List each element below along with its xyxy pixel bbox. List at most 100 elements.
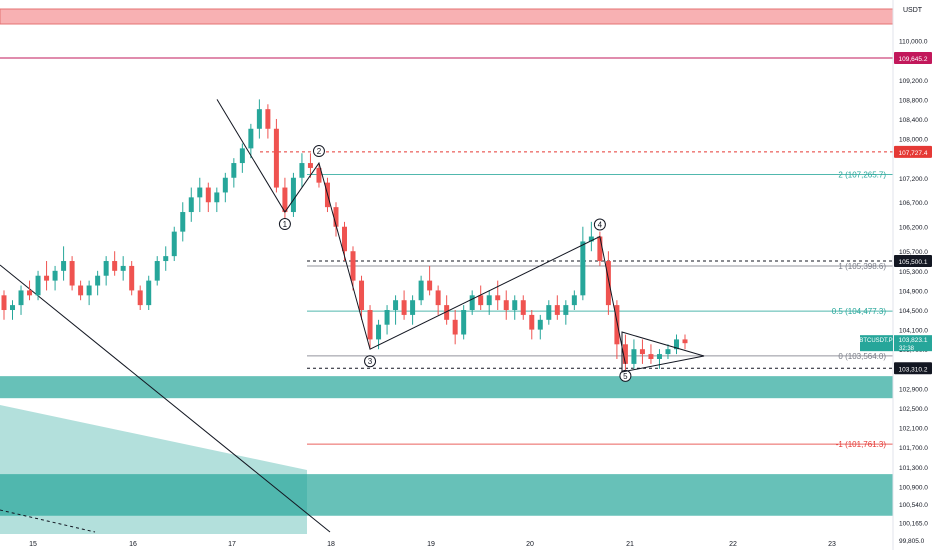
y-tick-label: 105,700.0	[899, 249, 928, 256]
candle-body[interactable]	[546, 305, 552, 320]
candle-body[interactable]	[384, 310, 390, 325]
candle-body[interactable]	[597, 236, 603, 262]
candle-body[interactable]	[452, 319, 458, 335]
candle-body[interactable]	[1, 295, 7, 311]
candle-body[interactable]	[639, 349, 645, 355]
candle-body[interactable]	[656, 354, 662, 359]
candle-body[interactable]	[273, 128, 279, 188]
candle-body[interactable]	[469, 295, 475, 311]
y-tick-label: 99,805.0	[899, 538, 925, 545]
candle-body[interactable]	[299, 163, 305, 178]
candle-body[interactable]	[307, 163, 313, 168]
candle-body[interactable]	[27, 290, 33, 296]
candle-body[interactable]	[44, 275, 50, 281]
candle-body[interactable]	[648, 354, 654, 359]
candle-body[interactable]	[376, 324, 382, 340]
y-tick-label: 102,900.0	[899, 386, 928, 393]
candle-body[interactable]	[427, 280, 433, 291]
candle-body[interactable]	[10, 305, 16, 311]
candle-body[interactable]	[529, 314, 535, 330]
candle-body[interactable]	[495, 295, 501, 301]
candle-body[interactable]	[197, 187, 203, 198]
y-tick-label: 102,500.0	[899, 406, 928, 413]
candle-body[interactable]	[350, 251, 356, 281]
last-price-label: 103,823.1	[899, 337, 928, 344]
candle-body[interactable]	[146, 280, 152, 306]
candle-body[interactable]	[282, 187, 288, 213]
candle-body[interactable]	[95, 275, 101, 286]
candle-body[interactable]	[222, 177, 228, 193]
candle-body[interactable]	[188, 197, 194, 213]
candle-body[interactable]	[401, 300, 407, 315]
candle-body[interactable]	[78, 285, 84, 296]
candle-body[interactable]	[614, 305, 620, 345]
candle-body[interactable]	[571, 295, 577, 306]
candle-body[interactable]	[580, 241, 586, 296]
fib-label-2: 0.5 (104,477.3)	[832, 307, 887, 316]
candle-body[interactable]	[205, 187, 211, 203]
candle-body[interactable]	[86, 285, 92, 296]
candle-body[interactable]	[631, 349, 637, 364]
candle-body[interactable]	[137, 290, 143, 306]
candle-body[interactable]	[512, 300, 518, 311]
candle-body[interactable]	[537, 319, 543, 330]
candle-body[interactable]	[103, 261, 109, 276]
candle-body[interactable]	[214, 192, 220, 203]
candle-body[interactable]	[393, 300, 399, 311]
candle-body[interactable]	[333, 207, 339, 227]
candle-body[interactable]	[673, 339, 679, 350]
candle-body[interactable]	[154, 261, 160, 281]
candle-body[interactable]	[410, 300, 416, 315]
candle-body[interactable]	[231, 163, 237, 178]
trend-area	[0, 405, 307, 534]
candle-body[interactable]	[342, 226, 347, 252]
candle-body[interactable]	[290, 177, 296, 213]
symbol-tag-bg	[860, 335, 893, 352]
candle-body[interactable]	[435, 290, 441, 306]
y-tick-label: 104,100.0	[899, 328, 928, 335]
y-tick-label: 108,000.0	[899, 137, 928, 144]
candle-body[interactable]	[18, 290, 24, 306]
candle-body[interactable]	[359, 280, 365, 311]
candle-body[interactable]	[444, 305, 450, 320]
candle-body[interactable]	[52, 270, 58, 281]
candle-body[interactable]	[248, 128, 254, 149]
candle-body[interactable]	[61, 261, 67, 271]
candle-body[interactable]	[367, 310, 373, 340]
candle-body[interactable]	[418, 280, 424, 301]
candle-body[interactable]	[503, 300, 509, 311]
candle-body[interactable]	[112, 261, 118, 271]
candle-body[interactable]	[563, 305, 569, 315]
price-axis-bg	[893, 0, 932, 550]
candle-body[interactable]	[171, 231, 177, 257]
candle-body[interactable]	[478, 295, 484, 306]
candle-body[interactable]	[665, 349, 671, 355]
candle-body[interactable]	[35, 275, 41, 296]
candle-body[interactable]	[316, 167, 322, 183]
candle-body[interactable]	[120, 265, 126, 271]
candle-body[interactable]	[520, 300, 526, 315]
candle-body[interactable]	[256, 109, 262, 129]
fib-label-3: 0 (103,564.0)	[838, 352, 886, 361]
candle-body[interactable]	[265, 109, 271, 129]
candle-body[interactable]	[588, 236, 594, 242]
wave-label-1: 1	[283, 220, 288, 229]
candle-body[interactable]	[163, 256, 169, 262]
fib-label-0: 2 (107,265.7)	[838, 171, 886, 180]
y-tick-label: 102,100.0	[899, 426, 928, 433]
price-tag-label: 107,727.4	[899, 150, 928, 157]
candle-body[interactable]	[682, 339, 688, 344]
candle-body[interactable]	[180, 212, 186, 232]
candle-body[interactable]	[622, 344, 628, 364]
candle-body[interactable]	[554, 305, 560, 315]
candle-body[interactable]	[129, 265, 135, 291]
candle-body[interactable]	[461, 310, 467, 335]
candle-body[interactable]	[239, 148, 245, 164]
price-tag-bg	[894, 51, 932, 64]
candle-body[interactable]	[69, 261, 75, 286]
candle-body[interactable]	[486, 295, 492, 306]
candle-body[interactable]	[605, 261, 611, 306]
y-tick-label: 110,000.0	[899, 39, 928, 46]
